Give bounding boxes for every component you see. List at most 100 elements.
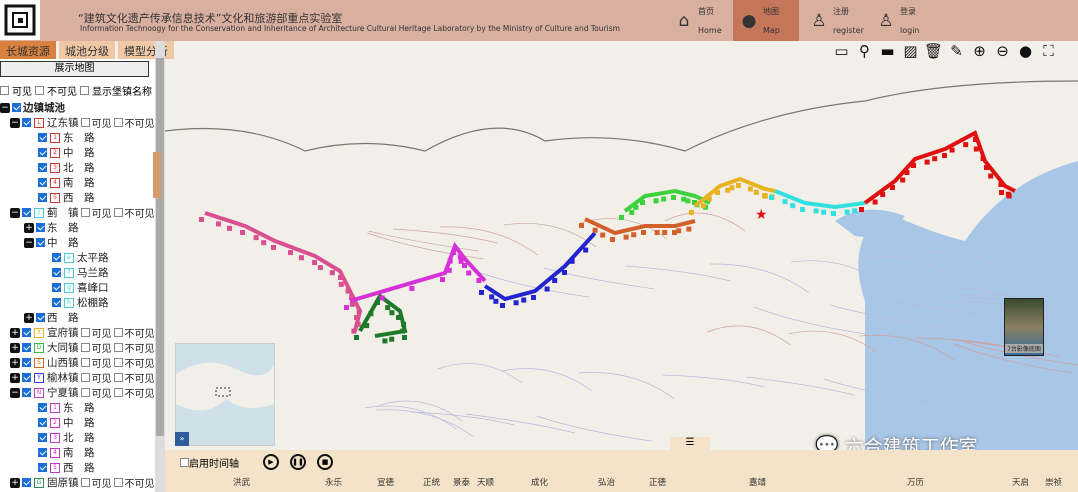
fort-marker[interactable] (821, 209, 827, 215)
collapse-toggle[interactable]: + (24, 222, 34, 233)
nav-home[interactable]: ⌂ 首页 Home (668, 0, 734, 41)
fort-marker[interactable] (942, 153, 947, 158)
fort-marker[interactable] (904, 170, 910, 176)
fort-marker[interactable] (355, 321, 361, 327)
visible-checkbox[interactable] (80, 208, 90, 217)
fort-marker[interactable] (579, 223, 584, 228)
fort-marker[interactable] (562, 270, 567, 275)
show-names-checkbox[interactable] (80, 86, 89, 95)
fort-marker[interactable] (462, 263, 467, 268)
fort-marker[interactable] (676, 228, 682, 234)
fort-marker[interactable] (813, 208, 819, 214)
tree-checkbox[interactable] (38, 433, 47, 442)
fort-marker[interactable] (844, 209, 850, 215)
fort-marker[interactable] (932, 156, 938, 162)
fort-marker[interactable] (619, 215, 624, 220)
fort-marker[interactable] (385, 305, 391, 311)
fort-marker[interactable] (988, 173, 994, 179)
tree-checkbox[interactable] (38, 463, 47, 472)
visible-checkbox[interactable] (80, 388, 90, 397)
collapse-toggle[interactable]: + (10, 372, 20, 383)
fort-marker[interactable] (402, 335, 407, 340)
tree-checkbox[interactable] (52, 253, 61, 262)
fort-marker[interactable] (338, 275, 343, 280)
tree-checkbox[interactable] (38, 193, 47, 202)
fort-marker[interactable] (633, 204, 639, 210)
fort-marker[interactable] (261, 240, 267, 246)
fort-marker[interactable] (379, 295, 385, 301)
tree-checkbox[interactable] (36, 238, 45, 247)
show-map-button[interactable]: 展示地图 (0, 61, 149, 77)
fort-marker[interactable] (409, 285, 415, 291)
nav-login[interactable]: ♙ 登录 login (870, 0, 936, 41)
overview-map[interactable] (175, 343, 275, 446)
invisible-checkbox[interactable] (113, 358, 123, 367)
great-wall-segment[interactable] (863, 130, 1016, 205)
fort-marker[interactable] (662, 230, 668, 235)
fort-marker[interactable] (317, 265, 323, 271)
fort-marker[interactable] (689, 210, 694, 215)
fort-marker[interactable] (389, 310, 395, 316)
fort-marker[interactable] (1006, 193, 1012, 199)
timeline-era[interactable]: 正统 (423, 478, 441, 488)
tree-checkbox[interactable] (22, 208, 31, 217)
fort-marker[interactable] (980, 156, 986, 162)
timeline-era[interactable]: 天顺 (477, 478, 495, 488)
tree-checkbox[interactable] (22, 343, 31, 352)
fort-marker[interactable] (368, 311, 374, 317)
tree-checkbox[interactable] (38, 133, 47, 142)
fort-marker[interactable] (999, 190, 1004, 195)
tree-checkbox[interactable] (38, 148, 47, 157)
tree-checkbox[interactable] (38, 418, 47, 427)
fort-marker[interactable] (458, 258, 464, 264)
collapse-toggle[interactable]: − (0, 102, 10, 113)
enable-timeline[interactable]: 启用时间轴 (180, 455, 239, 470)
tree-checkbox[interactable] (52, 283, 61, 292)
great-wall-segment[interactable] (483, 231, 597, 302)
fort-marker[interactable] (356, 308, 362, 314)
draw-area-icon[interactable]: ▨ (903, 42, 918, 60)
great-wall-segment[interactable] (204, 211, 363, 332)
pin-icon[interactable]: ✎ (950, 42, 963, 60)
fort-marker[interactable] (924, 159, 930, 165)
fort-marker[interactable] (583, 247, 589, 253)
fort-marker[interactable] (479, 290, 484, 295)
fort-marker[interactable] (329, 270, 335, 276)
tree-checkbox[interactable] (36, 223, 45, 232)
fort-marker[interactable] (736, 183, 741, 188)
fort-marker[interactable] (531, 295, 536, 300)
fort-marker[interactable] (949, 147, 955, 153)
fort-marker[interactable] (446, 267, 452, 273)
fort-marker[interactable] (984, 165, 989, 170)
fort-marker[interactable] (641, 230, 646, 235)
measure-icon[interactable]: ▬ (880, 42, 895, 60)
fort-marker[interactable] (900, 177, 906, 183)
fort-marker[interactable] (653, 198, 659, 204)
fort-marker[interactable] (476, 277, 482, 283)
fort-marker[interactable] (872, 199, 878, 205)
timeline-handle[interactable]: ☰ (670, 437, 710, 451)
timeline-era[interactable]: 洪武 (233, 478, 251, 488)
fort-marker[interactable] (521, 297, 527, 303)
tree-checkbox[interactable] (38, 403, 47, 412)
timeline-era[interactable]: 永乐 (325, 478, 343, 488)
fort-marker[interactable] (401, 321, 407, 327)
fort-marker[interactable] (973, 137, 978, 142)
fort-marker[interactable] (610, 237, 615, 242)
timeline-era[interactable]: 天启 (1012, 478, 1030, 488)
invisible-checkbox[interactable] (113, 328, 123, 337)
fort-marker[interactable] (790, 203, 796, 209)
invisible-checkbox[interactable] (113, 343, 123, 352)
fort-marker[interactable] (457, 254, 463, 260)
fort-marker[interactable] (489, 294, 495, 300)
fort-marker[interactable] (351, 328, 357, 334)
fort-marker[interactable] (998, 182, 1004, 187)
fort-marker[interactable] (354, 335, 359, 340)
tree-checkbox[interactable] (22, 118, 31, 127)
nav-register[interactable]: ♙ 注册 register (803, 0, 869, 41)
tree-checkbox[interactable] (22, 358, 31, 367)
invisible-checkbox[interactable] (113, 478, 123, 487)
great-wall-segment[interactable] (623, 188, 711, 213)
collapse-toggle[interactable]: − (10, 387, 20, 398)
fort-marker[interactable] (338, 281, 344, 287)
